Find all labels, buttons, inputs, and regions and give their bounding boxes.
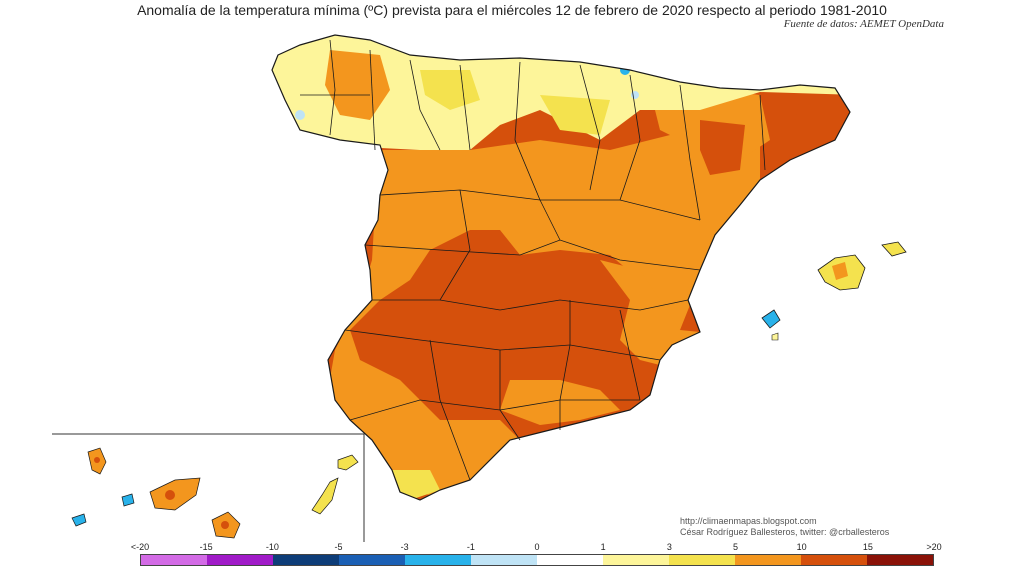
- zone-very-warm-lleida: [700, 120, 745, 175]
- legend-swatch: [471, 555, 537, 565]
- map-title: Anomalía de la temperatura mínima (ºC) p…: [137, 2, 887, 18]
- zone-warm-galicia: [325, 50, 390, 120]
- zone-mild-north: [420, 70, 480, 110]
- legend: <-20 -15 -10 -5 -3 -1 0 1 3 5 10 15 >20: [131, 542, 942, 572]
- legend-swatch: [669, 555, 735, 565]
- legend-label: 15: [862, 542, 873, 552]
- legend-label: 3: [666, 542, 672, 552]
- formentera: [771, 332, 779, 341]
- tenerife-core: [165, 490, 175, 500]
- province-borders: [271, 34, 851, 501]
- legend-swatch: [867, 555, 933, 565]
- zone-warm: [328, 130, 760, 495]
- data-source: Fuente de datos: AEMET OpenData: [783, 18, 944, 30]
- inset-frame: [52, 433, 365, 542]
- legend-color-bar: [140, 554, 934, 566]
- legend-label: 10: [796, 542, 807, 552]
- legend-label: -15: [199, 542, 213, 552]
- fuerteventura: [311, 477, 339, 515]
- ibiza: [761, 309, 781, 329]
- legend-swatch: [801, 555, 867, 565]
- legend-label: -1: [466, 542, 475, 552]
- credits-url: http://climaenmapas.blogspot.com: [680, 516, 817, 526]
- legend-label: -10: [265, 542, 279, 552]
- zone-warm-east: [600, 260, 700, 365]
- lanzarote: [337, 454, 359, 471]
- gran-canaria-core: [221, 521, 229, 529]
- zone-mild-castile: [540, 95, 610, 135]
- legend-label: 0: [534, 542, 540, 552]
- legend-swatch: [207, 555, 273, 565]
- legend-label: <-20: [130, 542, 150, 552]
- menorca: [881, 241, 907, 257]
- credits: http://climaenmapas.blogspot.com César R…: [680, 516, 889, 538]
- la-gomera: [121, 493, 135, 507]
- balearic-islands: [761, 241, 907, 341]
- zone-mild-cadiz: [392, 470, 440, 500]
- zone-very-warm-girona: [795, 95, 845, 140]
- peninsula-anomaly: [272, 35, 850, 500]
- legend-swatch: [339, 555, 405, 565]
- tenerife: [149, 477, 201, 511]
- legend-label: -5: [334, 542, 343, 552]
- mallorca-warm-zone: [832, 262, 848, 280]
- legend-label: >20: [926, 542, 942, 552]
- cool-spot-basque: [631, 91, 639, 99]
- la-palma-core: [94, 457, 100, 463]
- credits-author: César Rodríguez Ballesteros, twitter: @c…: [680, 527, 890, 537]
- legend-swatch: [273, 555, 339, 565]
- legend-swatch: [735, 555, 801, 565]
- legend-label: 1: [600, 542, 606, 552]
- legend-swatch: [537, 555, 603, 565]
- legend-label: -3: [400, 542, 409, 552]
- legend-swatch: [603, 555, 669, 565]
- cool-spot-galicia: [295, 110, 305, 120]
- canary-islands-inset: [52, 433, 365, 542]
- legend-swatch: [405, 555, 471, 565]
- legend-label: 5: [732, 542, 739, 552]
- legend-swatch: [141, 555, 207, 565]
- el-hierro: [71, 513, 87, 527]
